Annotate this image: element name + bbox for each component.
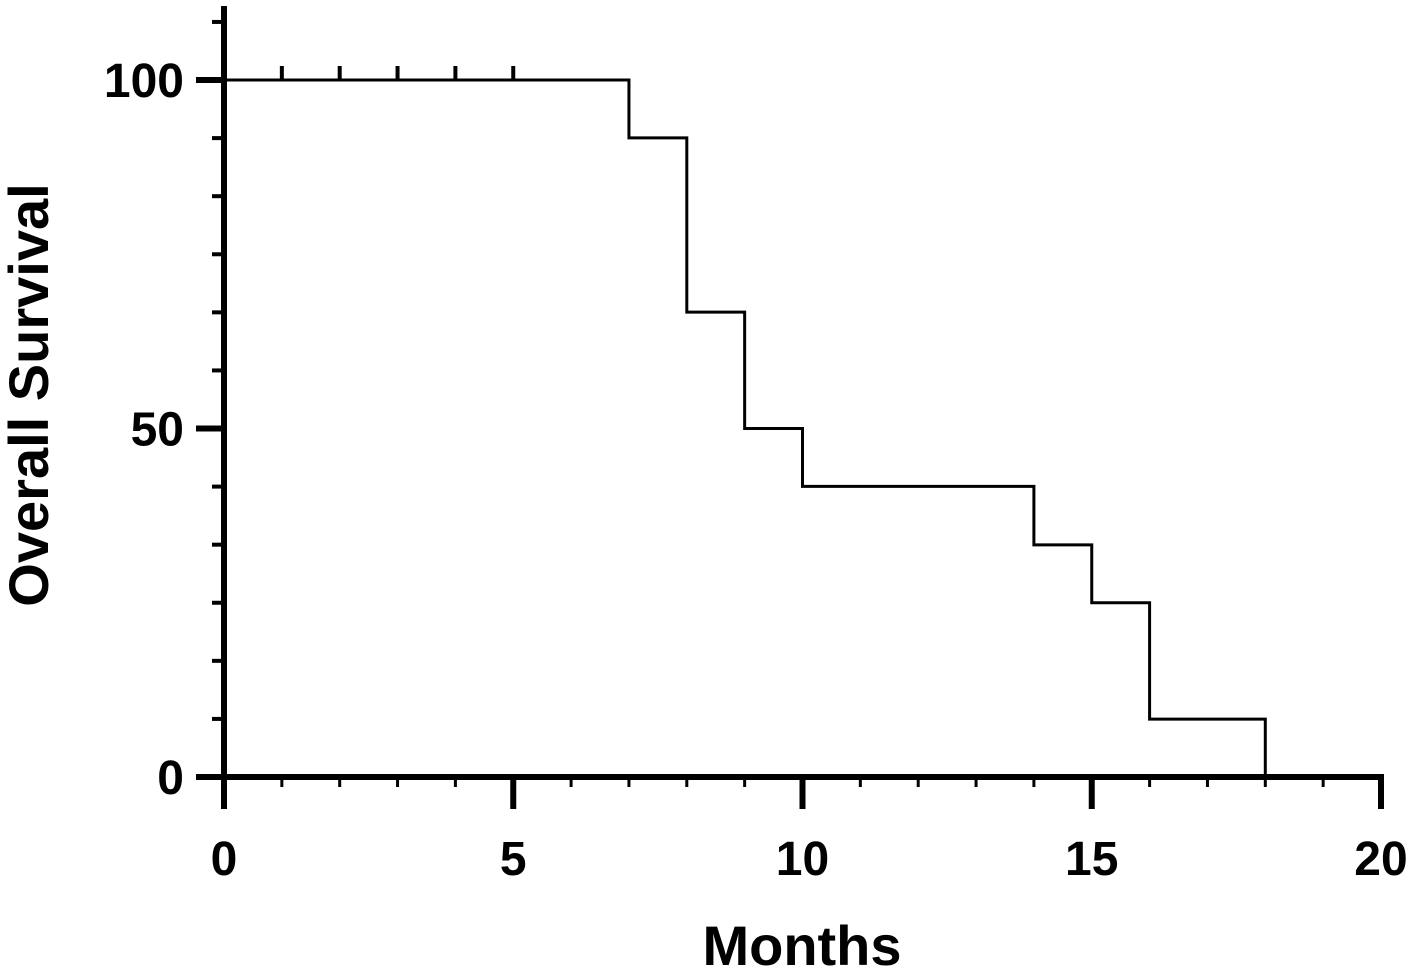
x-tick-labels: 0 5 10 15 20 [211, 833, 1408, 886]
x-tick-label: 20 [1354, 833, 1407, 886]
x-tick-label: 15 [1065, 833, 1118, 886]
survival-step-line [224, 78, 1267, 777]
y-tick-labels: 0 50 100 [104, 55, 184, 805]
x-tick-label: 5 [500, 833, 527, 886]
major-ticks [196, 77, 1384, 809]
x-tick-label: 10 [776, 833, 829, 886]
y-axis-title: Overall Survival [0, 183, 60, 606]
x-axis-title: Months [702, 914, 901, 976]
y-tick-label: 50 [131, 404, 184, 457]
y-tick-label: 100 [104, 55, 184, 108]
censor-marks [279, 66, 516, 80]
x-tick-label: 0 [211, 833, 238, 886]
y-tick-label: 0 [157, 752, 184, 805]
